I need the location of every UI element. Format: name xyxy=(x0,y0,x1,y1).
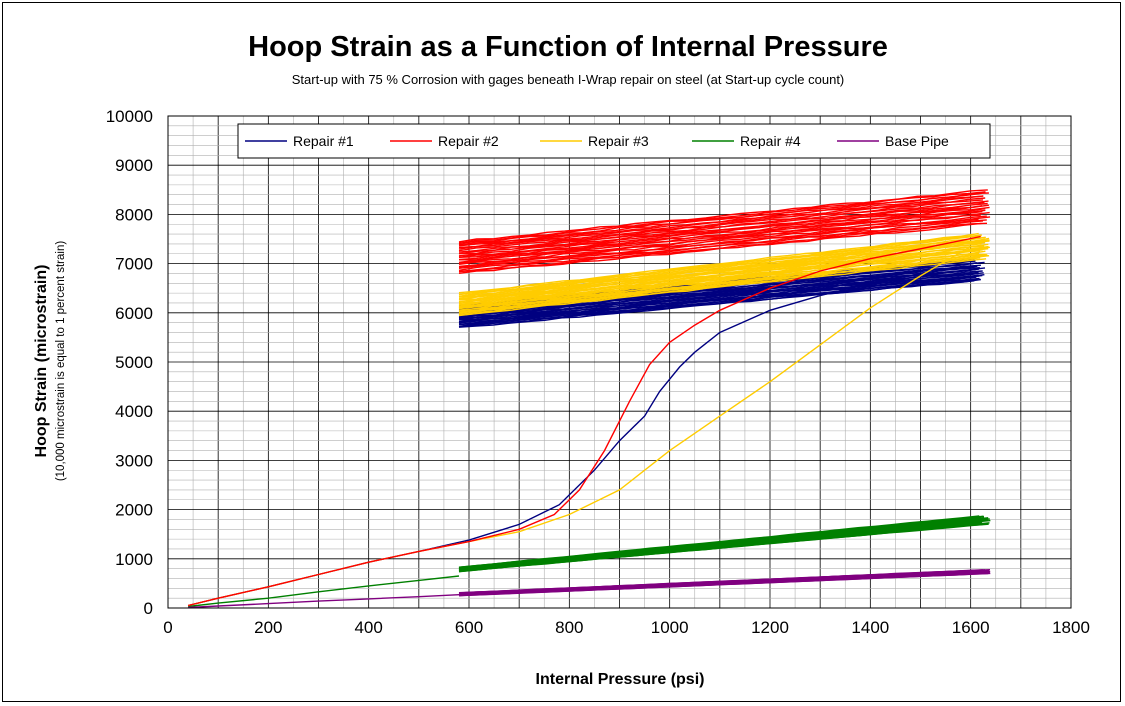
cycle-line xyxy=(458,267,986,316)
x-tick-label: 600 xyxy=(455,618,483,637)
legend-label: Repair #3 xyxy=(588,133,649,149)
x-tick-label: 0 xyxy=(163,618,172,637)
y-tick-label: 8000 xyxy=(115,205,153,224)
cycle-line xyxy=(458,569,991,594)
y-tick-label: 3000 xyxy=(115,451,153,470)
tick-labels: 0 200 400 600 800 1000 1200 1400 1600 1800 0 1000 20… xyxy=(106,107,1090,637)
y-tick-label: 2000 xyxy=(115,501,153,520)
y-tick-label: 9000 xyxy=(115,156,153,175)
series-repair-3 xyxy=(187,232,990,607)
series-layer xyxy=(187,189,991,609)
cycle-line xyxy=(458,222,988,273)
x-tick-label: 1200 xyxy=(751,618,789,637)
cycle-line xyxy=(458,250,986,310)
cycle-line xyxy=(458,234,982,296)
legend-label: Base Pipe xyxy=(885,133,949,149)
cycle-line xyxy=(458,250,981,309)
cycle-line xyxy=(458,215,987,268)
cycle-line xyxy=(458,210,983,263)
x-axis-title: Internal Pressure (psi) xyxy=(536,671,705,688)
cycle-line xyxy=(458,253,987,311)
cycle-line xyxy=(458,202,988,255)
cycle-line xyxy=(458,195,984,247)
legend-label: Repair #1 xyxy=(293,133,354,149)
cycle-line xyxy=(458,236,986,297)
cycle-line xyxy=(458,219,987,271)
cycle-line xyxy=(458,243,989,304)
cycle-line xyxy=(458,237,990,298)
y-axis-title: Hoop Strain (microstrain) xyxy=(33,265,50,458)
loading-curve xyxy=(188,594,460,609)
x-tick-label: 1600 xyxy=(952,618,990,637)
cycle-line xyxy=(459,209,986,261)
x-tick-label: 200 xyxy=(254,618,282,637)
cycle-line xyxy=(458,236,985,298)
cycle-line xyxy=(458,515,980,568)
y-tick-label: 10000 xyxy=(106,107,153,126)
x-tick-label: 400 xyxy=(354,618,382,637)
cycle-line xyxy=(458,255,990,314)
plot-area-border xyxy=(167,115,1072,609)
series-repair-4 xyxy=(188,515,991,608)
chart-title: Hoop Strain as a Function of Internal Pr… xyxy=(248,31,888,63)
legend-label: Repair #4 xyxy=(740,133,801,149)
y-tick-label: 6000 xyxy=(115,304,153,323)
y-tick-label: 7000 xyxy=(115,255,153,274)
cycle-line xyxy=(458,268,976,319)
x-tick-label: 1800 xyxy=(1052,618,1090,637)
cycle-line xyxy=(458,200,989,253)
y-tick-label: 4000 xyxy=(115,402,153,421)
grid xyxy=(167,115,1072,609)
x-tick-label: 800 xyxy=(555,618,583,637)
cycle-line xyxy=(458,257,981,316)
cycle-line xyxy=(458,189,988,243)
series-repair-2 xyxy=(187,189,991,607)
cycle-line xyxy=(458,197,986,250)
series-base-pipe xyxy=(188,569,991,609)
loading-curve xyxy=(187,235,981,607)
cycle-line xyxy=(458,232,979,294)
x-tick-label: 1000 xyxy=(651,618,689,637)
cycle-line xyxy=(458,207,986,261)
y-tick-label: 1000 xyxy=(115,550,153,569)
cycle-line xyxy=(458,277,980,326)
legend-label: Repair #2 xyxy=(438,133,499,149)
cycle-line xyxy=(458,272,979,321)
y-tick-label: 5000 xyxy=(115,353,153,372)
legend: Repair #1 Repair #2 Repair #3 Repair #4 Base… xyxy=(237,123,991,159)
cycle-line xyxy=(458,205,983,258)
cycle-line xyxy=(458,206,990,258)
cycle-line xyxy=(458,239,990,300)
x-tick-label: 1400 xyxy=(851,618,889,637)
chart-subtitle: Start-up with 75 % Corrosion with gages … xyxy=(292,72,845,87)
loading-curve xyxy=(188,575,460,608)
y-axis-subtitle: (10,000 microstrain is equal to 1 percen… xyxy=(55,241,67,482)
y-tick-label: 0 xyxy=(144,599,153,618)
cycle-line xyxy=(458,214,981,265)
